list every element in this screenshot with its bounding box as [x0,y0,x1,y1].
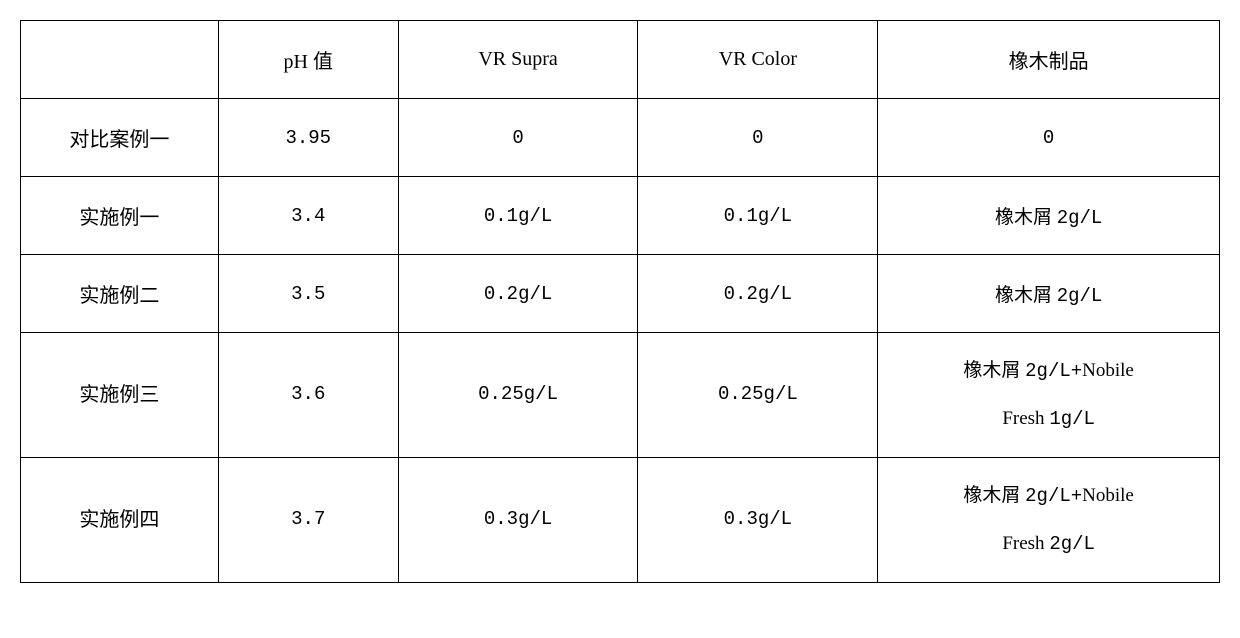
color-value: 0.2g/L [638,255,878,333]
table-row: 实施例三 3.6 0.25g/L 0.25g/L 橡木屑 2g/L+Nobile… [21,333,1220,458]
color-value: 0.3g/L [638,458,878,583]
ph-value: 3.6 [218,333,398,458]
color-value: 0.1g/L [638,177,878,255]
supra-value: 0.3g/L [398,458,638,583]
header-vr-supra: VR Supra [398,21,638,99]
table-row: 对比案例一 3.95 0 0 0 [21,99,1220,177]
row-label: 实施例四 [21,458,219,583]
table-row: 实施例二 3.5 0.2g/L 0.2g/L 橡木屑 2g/L [21,255,1220,333]
ph-value: 3.4 [218,177,398,255]
row-label: 实施例一 [21,177,219,255]
table-row: 实施例四 3.7 0.3g/L 0.3g/L 橡木屑 2g/L+NobileFr… [21,458,1220,583]
ph-value: 3.7 [218,458,398,583]
supra-value: 0.1g/L [398,177,638,255]
row-label: 实施例三 [21,333,219,458]
oak-value: 橡木屑 2g/L+NobileFresh 2g/L [878,458,1220,583]
table-row: 实施例一 3.4 0.1g/L 0.1g/L 橡木屑 2g/L [21,177,1220,255]
ph-value: 3.5 [218,255,398,333]
oak-value: 橡木屑 2g/L [878,255,1220,333]
oak-value: 0 [878,99,1220,177]
header-empty [21,21,219,99]
experiment-data-table: pH 值 VR Supra VR Color 橡木制品 对比案例一 3.95 0… [20,20,1220,583]
color-value: 0 [638,99,878,177]
data-table-container: pH 值 VR Supra VR Color 橡木制品 对比案例一 3.95 0… [20,20,1220,583]
oak-value: 橡木屑 2g/L+NobileFresh 1g/L [878,333,1220,458]
color-value: 0.25g/L [638,333,878,458]
header-oak: 橡木制品 [878,21,1220,99]
oak-value: 橡木屑 2g/L [878,177,1220,255]
ph-value: 3.95 [218,99,398,177]
table-header-row: pH 值 VR Supra VR Color 橡木制品 [21,21,1220,99]
header-vr-color: VR Color [638,21,878,99]
row-label: 实施例二 [21,255,219,333]
supra-value: 0.2g/L [398,255,638,333]
row-label: 对比案例一 [21,99,219,177]
header-ph: pH 值 [218,21,398,99]
supra-value: 0 [398,99,638,177]
supra-value: 0.25g/L [398,333,638,458]
